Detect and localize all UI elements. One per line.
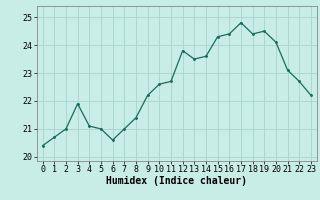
X-axis label: Humidex (Indice chaleur): Humidex (Indice chaleur) — [106, 176, 247, 186]
